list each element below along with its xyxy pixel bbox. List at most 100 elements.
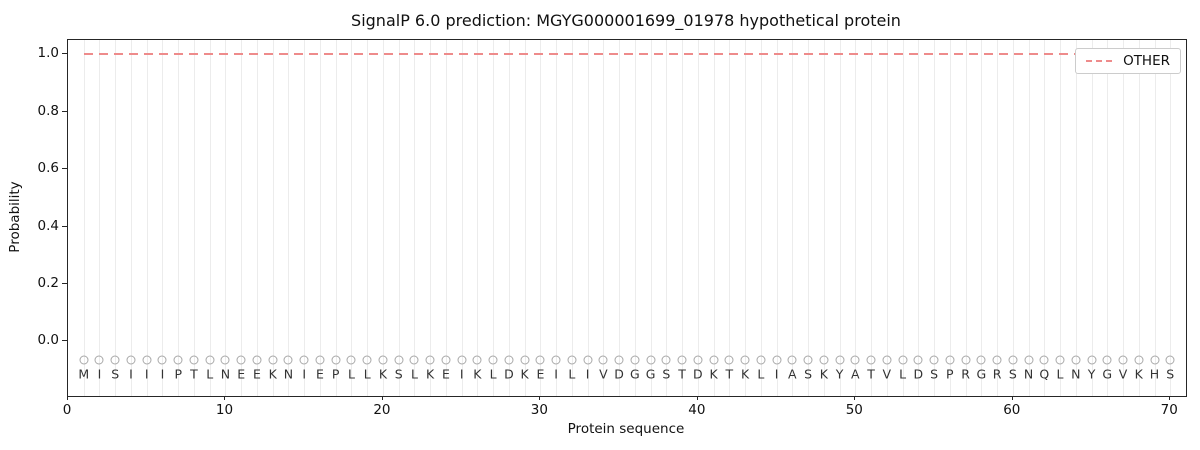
residue-marker bbox=[205, 355, 215, 365]
x-tick-label: 70 bbox=[1160, 402, 1178, 418]
gridline bbox=[650, 40, 652, 396]
residue-letter: S bbox=[394, 366, 403, 382]
gridline bbox=[241, 40, 243, 396]
residue-marker bbox=[929, 355, 939, 365]
gridline bbox=[619, 40, 621, 396]
residue-marker bbox=[220, 355, 230, 365]
residue-marker bbox=[1071, 355, 1081, 365]
residue-marker bbox=[976, 355, 986, 365]
residue-letter: D bbox=[693, 366, 703, 382]
gridline bbox=[209, 40, 211, 396]
y-tick-mark bbox=[62, 340, 67, 342]
gridline bbox=[162, 40, 164, 396]
residue-letter: P bbox=[331, 366, 340, 382]
gridline bbox=[288, 40, 290, 396]
y-tick-label: 0.2 bbox=[37, 275, 59, 292]
gridline bbox=[697, 40, 699, 396]
residue-letter: E bbox=[237, 366, 246, 382]
gridline bbox=[634, 40, 636, 396]
residue-letter: I bbox=[774, 366, 779, 382]
residue-marker bbox=[1024, 355, 1034, 365]
residue-letter: K bbox=[740, 366, 750, 382]
gridline bbox=[256, 40, 258, 396]
y-tick-mark bbox=[62, 168, 67, 170]
gridline bbox=[540, 40, 542, 396]
residue-letter: D bbox=[504, 366, 514, 382]
gridline bbox=[272, 40, 274, 396]
residue-marker bbox=[472, 355, 482, 365]
y-tick-mark bbox=[62, 283, 67, 285]
y-axis-label: Probability bbox=[7, 181, 23, 253]
residue-letter: I bbox=[129, 366, 133, 382]
gridline bbox=[949, 40, 951, 396]
y-tick-label: 0.6 bbox=[37, 160, 59, 177]
y-tick-mark bbox=[62, 53, 67, 55]
y-tick-label: 1.0 bbox=[37, 45, 59, 62]
residue-marker bbox=[1055, 355, 1065, 365]
residue-marker bbox=[236, 355, 246, 365]
residue-letter: I bbox=[97, 366, 102, 382]
legend[interactable]: OTHER bbox=[1075, 48, 1181, 74]
residue-marker bbox=[441, 355, 451, 365]
residue-letter: K bbox=[378, 366, 388, 382]
gridline bbox=[808, 40, 810, 396]
residue-letter: K bbox=[520, 366, 529, 382]
gridline bbox=[855, 40, 857, 396]
residue-marker bbox=[394, 355, 404, 365]
residue-marker bbox=[630, 355, 640, 365]
residue-marker bbox=[709, 355, 719, 365]
x-tick-mark bbox=[1011, 396, 1013, 400]
gridline bbox=[1044, 40, 1046, 396]
gridline bbox=[934, 40, 936, 396]
residue-marker bbox=[551, 355, 561, 365]
residue-marker bbox=[598, 355, 608, 365]
residue-letter: H bbox=[1149, 366, 1160, 382]
gridline bbox=[178, 40, 180, 396]
residue-letter: L bbox=[489, 366, 497, 382]
gridline bbox=[776, 40, 778, 396]
residue-marker bbox=[362, 355, 372, 365]
gridline bbox=[1012, 40, 1014, 396]
x-tick-label: 20 bbox=[373, 402, 391, 418]
residue-letter: E bbox=[441, 366, 450, 382]
residue-letter: Q bbox=[1039, 366, 1050, 382]
gridline bbox=[729, 40, 731, 396]
residue-marker bbox=[488, 355, 498, 365]
residue-letter: P bbox=[174, 366, 182, 382]
residue-letter: R bbox=[992, 366, 1002, 382]
residue-letter: G bbox=[645, 366, 656, 382]
residue-marker bbox=[803, 355, 813, 365]
residue-marker bbox=[740, 355, 750, 365]
residue-letter: K bbox=[473, 366, 482, 382]
residue-marker bbox=[331, 355, 341, 365]
residue-letter: L bbox=[568, 366, 576, 382]
gridline bbox=[713, 40, 715, 396]
residue-letter: E bbox=[536, 366, 545, 382]
residue-marker bbox=[583, 355, 593, 365]
legend-other-label: OTHER bbox=[1123, 53, 1170, 69]
residue-marker bbox=[772, 355, 782, 365]
residue-letter: G bbox=[1102, 366, 1113, 382]
gridline bbox=[225, 40, 227, 396]
y-tick-mark bbox=[62, 110, 67, 112]
residue-marker bbox=[1150, 355, 1159, 365]
residue-marker bbox=[835, 355, 845, 365]
residue-marker bbox=[961, 355, 971, 365]
gridline bbox=[83, 40, 85, 396]
residue-marker bbox=[1039, 355, 1049, 365]
residue-marker bbox=[409, 355, 419, 365]
gridline bbox=[587, 40, 589, 396]
gridline bbox=[745, 40, 747, 396]
gridline bbox=[839, 40, 841, 396]
x-tick-label: 30 bbox=[530, 402, 548, 418]
residue-letter: S bbox=[662, 366, 671, 382]
chart-title: SignalP 6.0 prediction: MGYG000001699_01… bbox=[351, 11, 901, 30]
residue-marker bbox=[283, 355, 293, 365]
residue-letter: T bbox=[867, 366, 875, 382]
residue-marker bbox=[94, 355, 104, 365]
residue-letter: K bbox=[268, 366, 277, 382]
gridline bbox=[792, 40, 794, 396]
residue-marker bbox=[992, 355, 1002, 365]
gridline bbox=[1138, 40, 1140, 396]
